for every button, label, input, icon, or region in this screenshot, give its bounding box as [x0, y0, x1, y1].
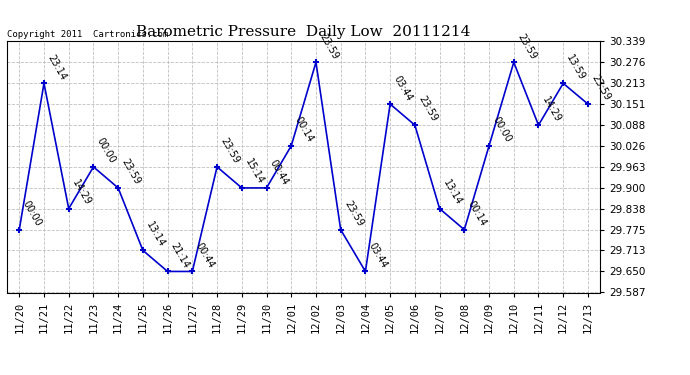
Text: 00:14: 00:14: [293, 116, 315, 144]
Text: 03:44: 03:44: [367, 241, 389, 270]
Text: 23:59: 23:59: [317, 32, 340, 61]
Text: 23:59: 23:59: [219, 136, 241, 165]
Text: 23:59: 23:59: [515, 32, 538, 61]
Text: 13:14: 13:14: [441, 178, 464, 207]
Text: 21:14: 21:14: [169, 241, 192, 270]
Text: 00:44: 00:44: [194, 241, 216, 270]
Text: 00:44: 00:44: [268, 158, 290, 186]
Text: 00:14: 00:14: [466, 199, 489, 228]
Title: Barometric Pressure  Daily Low  20111214: Barometric Pressure Daily Low 20111214: [137, 25, 471, 39]
Text: 13:59: 13:59: [564, 53, 587, 82]
Text: 00:00: 00:00: [21, 199, 43, 228]
Text: 14:29: 14:29: [540, 94, 562, 124]
Text: 00:00: 00:00: [491, 116, 513, 144]
Text: Copyright 2011  Cartronics.com: Copyright 2011 Cartronics.com: [7, 30, 168, 39]
Text: 23:59: 23:59: [342, 199, 365, 228]
Text: 13:14: 13:14: [144, 220, 167, 249]
Text: 03:44: 03:44: [391, 74, 414, 103]
Text: 23:59: 23:59: [119, 157, 142, 186]
Text: 00:00: 00:00: [95, 136, 117, 165]
Text: 15:14: 15:14: [243, 158, 266, 186]
Text: 23:59: 23:59: [589, 74, 612, 103]
Text: 23:59: 23:59: [416, 94, 439, 124]
Text: 14:29: 14:29: [70, 178, 92, 207]
Text: 23:14: 23:14: [46, 53, 68, 82]
